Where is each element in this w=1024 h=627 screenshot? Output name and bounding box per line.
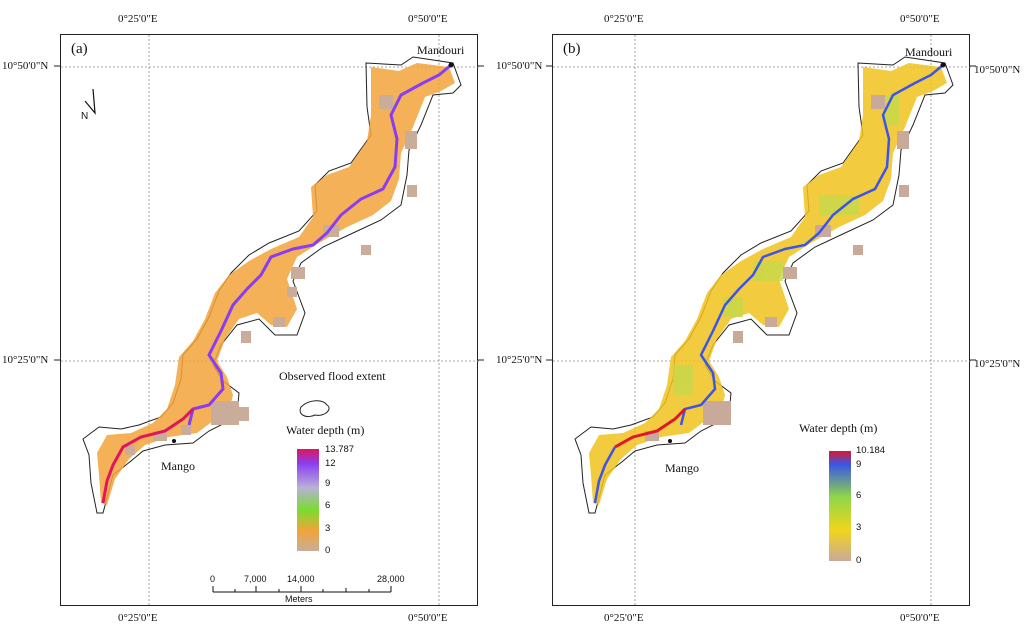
observed-flood-extent (574, 56, 954, 514)
mandouri-marker (448, 62, 454, 68)
legend-tick-max: 10.184 (856, 445, 886, 456)
scale-tick-0: 0 (210, 574, 216, 584)
flood-area (589, 63, 947, 505)
scale-tick-7000: 7,000 (244, 574, 267, 584)
map-canvas (61, 35, 479, 607)
legend-tick-6: 6 (325, 500, 331, 511)
coord-top-lon-1: 0°25'0"E (604, 13, 644, 25)
panel-label: (b) (563, 41, 581, 57)
river-channel-deep (187, 63, 452, 426)
coord-bottom-lon-1: 0°25'0"E (118, 612, 158, 624)
shallow-patches (645, 95, 909, 441)
coord-top-lon-1: 0°25'0"E (118, 13, 158, 25)
north-label: N (81, 111, 89, 122)
shallow-patches (125, 95, 417, 455)
river-channel-deepest (101, 407, 195, 504)
coord-top-lon-2: 0°50'0"E (408, 13, 448, 25)
map-canvas (553, 35, 971, 607)
legend-tick-max: 13.787 (325, 444, 355, 455)
coord-right-lat-2: 10°25'0"N (974, 358, 1021, 370)
coord-right-lat-1: 10°50'0"N (974, 64, 1021, 76)
scale-tick-28000: 28,000 (377, 574, 405, 584)
coord-bottom-lon-2: 0°50'0"E (900, 612, 940, 624)
scale-unit: Meters (285, 594, 313, 604)
observed-extent-legend-symbol (299, 400, 330, 418)
coord-left-lat-1: 10°50'0"N (496, 60, 543, 72)
mango-marker (172, 439, 176, 443)
north-arrow-icon (84, 88, 96, 115)
river-channel-deepest (614, 407, 687, 449)
observed-flood-extent (82, 56, 462, 514)
legend-tick-0: 0 (325, 545, 331, 556)
mid-depth-patches (673, 95, 899, 395)
panel-label: (a) (71, 41, 88, 57)
flood-area (97, 63, 455, 505)
legend-tick-3: 3 (856, 522, 862, 533)
coord-left-lat-1: 10°50'0"N (2, 60, 49, 72)
legend-tick-3: 3 (325, 523, 331, 534)
map-panel-a: (a) (60, 34, 479, 607)
legend-tick-0: 0 (856, 555, 862, 566)
coord-top-lon-2: 0°50'0"E (900, 13, 940, 25)
coord-bottom-lon-1: 0°25'0"E (604, 612, 644, 624)
coord-bottom-lon-2: 0°50'0"E (408, 612, 448, 624)
legend-title: Water depth (m) (799, 421, 878, 435)
scale-tick-14000: 14,000 (287, 574, 315, 584)
observed-extent-label: Observed flood extent (279, 369, 386, 383)
legend-tick-9: 9 (856, 459, 862, 470)
place-label-mango: Mango (161, 459, 195, 473)
map-panel-b: (b) (552, 34, 971, 607)
river-channel-lower (593, 446, 617, 504)
legend-tick-6: 6 (856, 490, 862, 501)
legend-color-ramp (829, 451, 851, 561)
scale-bar (212, 586, 392, 593)
coord-left-lat-2: 10°25'0"N (2, 354, 49, 366)
legend-title: Water depth (m) (286, 423, 365, 437)
place-label-mandouri: Mandouri (905, 45, 953, 59)
place-label-mango: Mango (665, 461, 699, 475)
river-channel-deep (679, 64, 944, 426)
legend-color-ramp (297, 449, 319, 551)
legend-tick-9: 9 (325, 478, 331, 489)
legend-tick-12: 12 (325, 458, 336, 469)
place-label-mandouri: Mandouri (417, 43, 465, 57)
mandouri-marker (940, 62, 946, 68)
coord-left-lat-2: 10°25'0"N (496, 354, 543, 366)
mango-marker (668, 439, 672, 443)
